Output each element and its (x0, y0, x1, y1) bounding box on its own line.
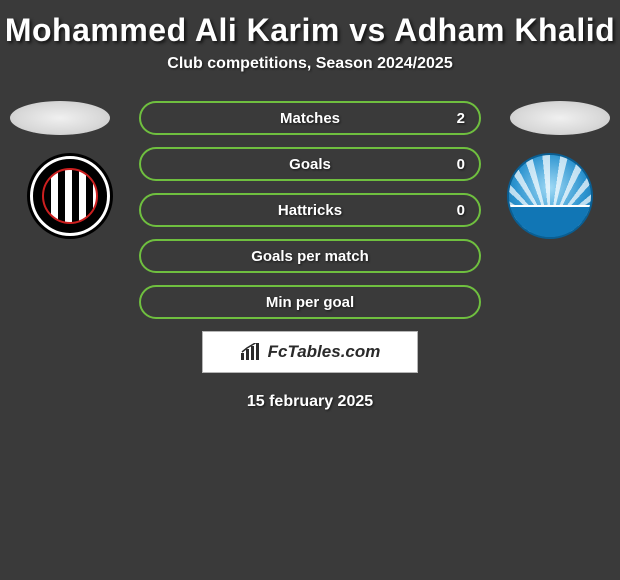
brand-label: FcTables.com (268, 342, 381, 362)
stat-row-matches: Matches 2 (139, 101, 481, 135)
player-right-avatar (510, 101, 610, 135)
stat-label: Matches (280, 110, 340, 127)
bar-chart-icon (240, 343, 262, 361)
stat-rows: Matches 2 Goals 0 Hattricks 0 Goals per … (139, 101, 481, 319)
stat-label: Goals (289, 156, 331, 173)
stat-row-hattricks: Hattricks 0 (139, 193, 481, 227)
snapshot-date: 15 february 2025 (0, 393, 620, 411)
stat-right-value: 0 (457, 202, 465, 219)
player-left-avatar (10, 101, 110, 135)
dibba-crest-icon (507, 153, 593, 239)
brand-box[interactable]: FcTables.com (202, 331, 418, 373)
stat-row-goals: Goals 0 (139, 147, 481, 181)
stat-right-value: 0 (457, 156, 465, 173)
al-jazira-crest-icon (27, 153, 113, 239)
stat-right-value: 2 (457, 110, 465, 127)
club-badge-right (500, 153, 600, 239)
page-subtitle: Club competitions, Season 2024/2025 (0, 55, 620, 73)
stat-label: Goals per match (251, 248, 369, 265)
stat-label: Hattricks (278, 202, 342, 219)
stat-row-goals-per-match: Goals per match (139, 239, 481, 273)
stat-label: Min per goal (266, 294, 354, 311)
comparison-panel: Matches 2 Goals 0 Hattricks 0 Goals per … (0, 101, 620, 411)
club-badge-left (20, 153, 120, 239)
stat-row-min-per-goal: Min per goal (139, 285, 481, 319)
page-title: Mohammed Ali Karim vs Adham Khalid (0, 0, 620, 55)
